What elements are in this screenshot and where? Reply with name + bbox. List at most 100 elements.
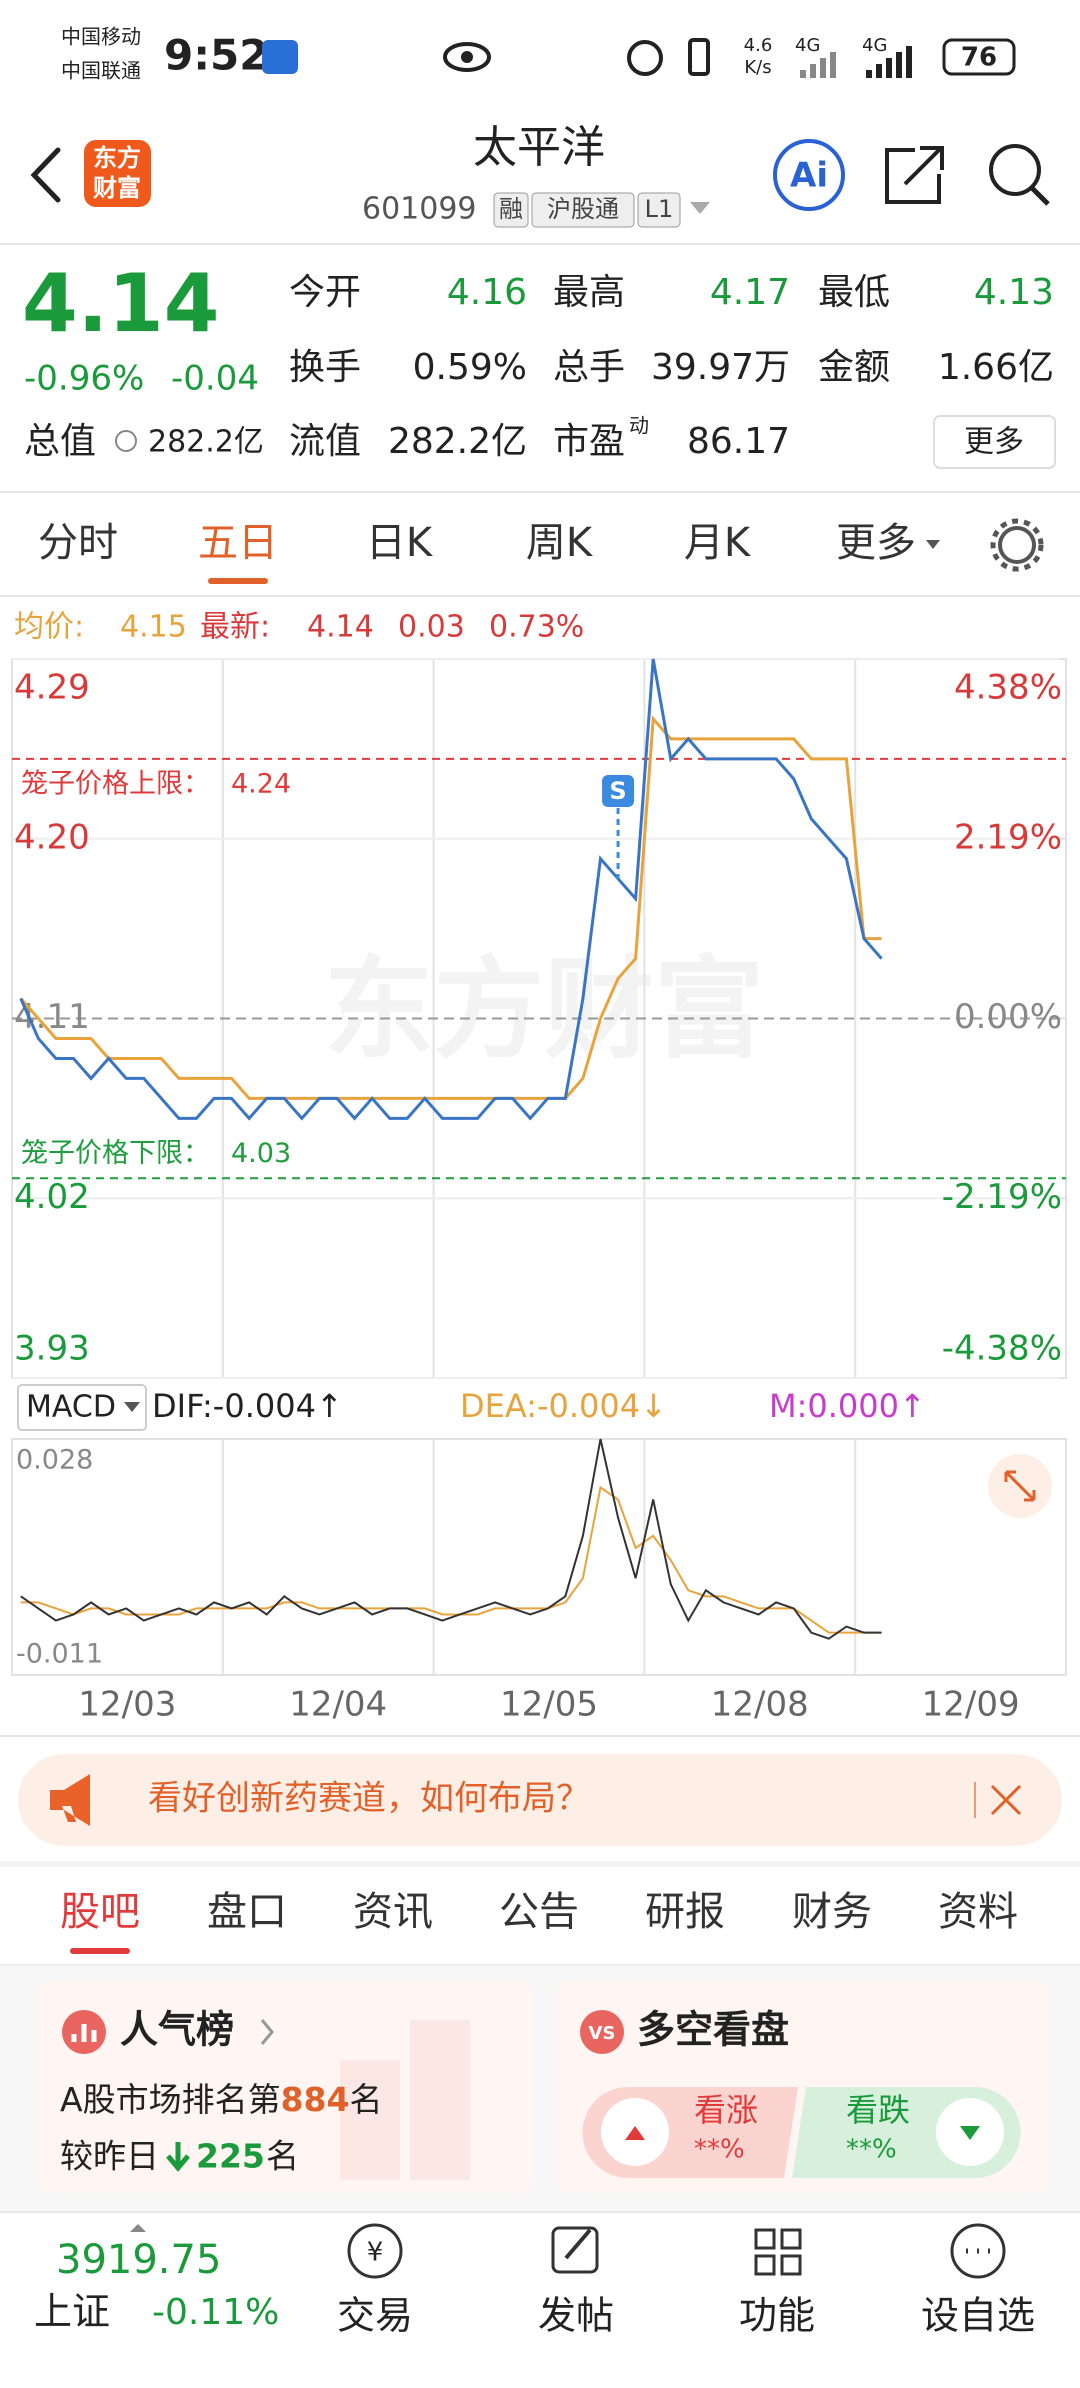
field-value: 4.16 — [447, 272, 527, 313]
dropdown[interactable] — [124, 1402, 140, 1412]
search-button[interactable] — [989, 144, 1041, 196]
chart-tab[interactable]: 更多 — [836, 520, 916, 566]
limit-label: 笼子价格下限： — [21, 1138, 210, 1169]
index-change: -0.11% — [152, 2292, 279, 2333]
more-button[interactable] — [933, 415, 1056, 469]
popular-icon — [71, 2024, 97, 2042]
price: 4.14 — [22, 257, 219, 350]
compare-suffix: 名 — [266, 2137, 299, 2176]
y2-tick-label: -2.19% — [942, 1177, 1062, 1217]
avg-line — [19, 715, 882, 1100]
indicator-select[interactable] — [17, 1384, 147, 1431]
watchlist-icon[interactable] — [950, 2223, 1006, 2279]
dif-label: DIF:-0.004↑ — [152, 1387, 343, 1425]
field-label: 市盈 — [553, 421, 625, 462]
chart-tab[interactable]: 月K — [684, 520, 752, 566]
ai-label: Ai — [790, 156, 828, 196]
bear-value: **% — [846, 2135, 897, 2165]
stock-name: 太平洋 — [473, 122, 605, 173]
share-button[interactable] — [885, 146, 944, 204]
ai-button[interactable] — [773, 139, 845, 211]
search-button[interactable] — [1030, 186, 1050, 206]
clock: 9:52 — [164, 31, 268, 80]
dropdown[interactable] — [690, 202, 710, 214]
sub-tab[interactable]: 资讯 — [353, 1889, 433, 1935]
nav-item[interactable]: 设自选 — [921, 2294, 1035, 2338]
y2-tick-label: 4.38% — [954, 668, 1062, 708]
card-decoration — [340, 2060, 400, 2180]
sub-tab[interactable]: 研报 — [645, 1889, 725, 1935]
sub-tab[interactable]: 资料 — [938, 1889, 1018, 1935]
avg-label: 均价: — [14, 610, 84, 645]
y-tick-label: 4.20 — [14, 817, 90, 857]
sub-tab[interactable]: 公告 — [499, 1889, 579, 1935]
chart-tab[interactable]: 周K — [526, 520, 594, 566]
banner[interactable] — [18, 1754, 1062, 1846]
up-icon — [625, 2126, 645, 2140]
field-value: 4.17 — [710, 272, 790, 313]
watermark: 东方财富 — [324, 945, 764, 1073]
dif-line — [20, 1438, 882, 1640]
caret — [130, 2224, 146, 2232]
bull-value: **% — [694, 2135, 745, 2165]
app-icon — [262, 40, 298, 74]
m-label: M:0.000↑ — [769, 1387, 926, 1425]
compare-value: 225 — [196, 2137, 265, 2176]
change-pct: -0.96% — [24, 359, 144, 399]
field-value: 282.2亿 — [388, 421, 527, 462]
x-tick-label: 12/09 — [922, 1685, 1020, 1725]
more-label: 更多 — [964, 425, 1024, 460]
tag: L1 — [645, 195, 674, 223]
indicator-name: MACD — [26, 1390, 116, 1425]
close-button[interactable] — [990, 1784, 1022, 1816]
chart-tab[interactable]: 五日 — [198, 520, 278, 566]
field-label: 最低 — [818, 272, 890, 313]
nav-item[interactable]: 发帖 — [538, 2294, 614, 2338]
vibrate-icon — [688, 38, 710, 76]
field-value: 86.17 — [687, 421, 790, 462]
vs-label: VS — [589, 2023, 616, 2044]
trade-icon[interactable] — [347, 2223, 403, 2279]
logo-text: 财富 — [93, 174, 141, 202]
trade-icon: ¥ — [367, 2238, 384, 2268]
sub-tab[interactable]: 股吧 — [60, 1889, 140, 1935]
settings-button[interactable] — [990, 518, 1044, 572]
card-title: 人气榜 — [120, 2008, 234, 2052]
sub-tab[interactable]: 财务 — [792, 1889, 872, 1935]
settings-button[interactable] — [998, 526, 1036, 564]
sub-tabs: 股吧 盘口 资讯 公告 研报 财务 资料 — [60, 1889, 1018, 1954]
chart-tab[interactable]: 日K — [366, 520, 434, 566]
carrier: 中国联通 — [61, 59, 141, 83]
field-value: 4.13 — [974, 272, 1054, 313]
function-icon[interactable] — [754, 2228, 802, 2276]
chevron — [260, 2019, 274, 2045]
limit-value: 4.24 — [231, 768, 291, 799]
net-speed: 4.6 — [744, 35, 773, 56]
y2-tick-label: 0.00% — [954, 997, 1062, 1037]
last-change: 0.03 — [398, 610, 465, 645]
rank-prefix: A股市场排名第 — [60, 2080, 281, 2119]
signal-badge — [602, 775, 635, 807]
nav-item[interactable]: 功能 — [739, 2294, 815, 2338]
signal-icon — [800, 52, 836, 78]
chart-tab[interactable]: 分时 — [38, 520, 118, 566]
back-button[interactable] — [30, 147, 61, 203]
limit-label: 笼子价格上限： — [21, 768, 210, 799]
field-value: 0.59% — [413, 347, 527, 388]
avg-value: 4.15 — [120, 610, 187, 645]
sub-tab[interactable]: 盘口 — [207, 1889, 287, 1935]
field-label: 总手 — [553, 347, 625, 388]
post-icon[interactable] — [551, 2226, 599, 2274]
tag-box — [531, 192, 635, 228]
nav-item[interactable]: 交易 — [337, 2294, 413, 2338]
y-tick-label: 4.29 — [14, 668, 90, 708]
tag-box — [637, 192, 681, 228]
nav-items: 交易 发帖 功能 设自选 — [337, 2294, 1035, 2338]
popular-card[interactable] — [37, 1980, 533, 2193]
y2-tick-label: -4.38% — [942, 1329, 1062, 1369]
logo — [84, 140, 151, 207]
field-label: 今开 — [289, 272, 361, 313]
index-value[interactable]: 3919.75 — [56, 2237, 221, 2283]
